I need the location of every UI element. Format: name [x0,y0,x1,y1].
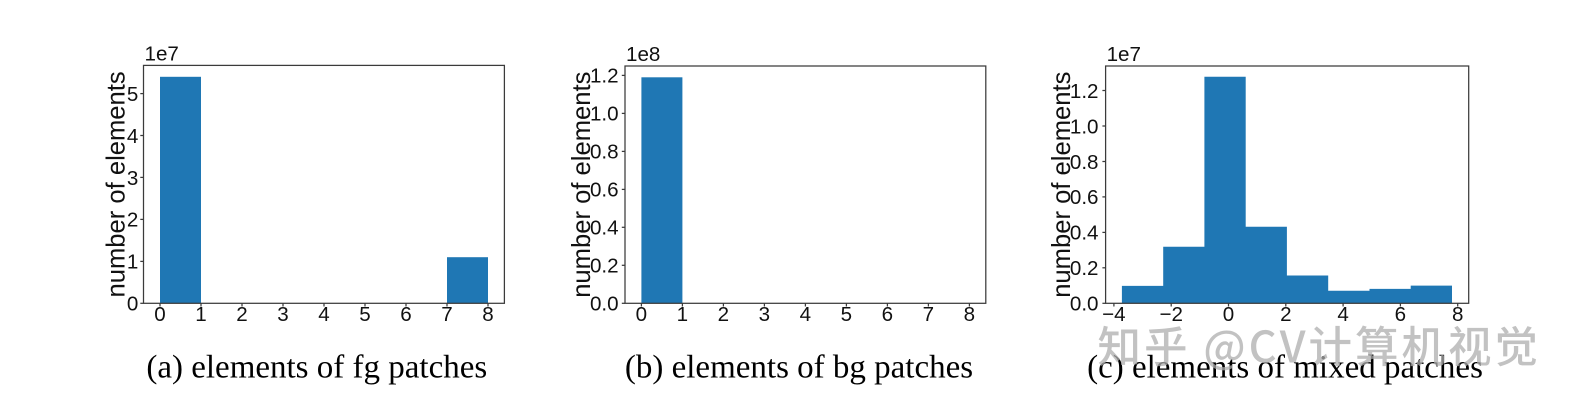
svg-text:0: 0 [636,303,647,326]
svg-text:0.4: 0.4 [590,217,619,240]
svg-text:1.0: 1.0 [1070,115,1099,138]
svg-text:0.2: 0.2 [590,255,619,278]
svg-text:0.8: 0.8 [590,141,619,164]
svg-text:0: 0 [127,293,138,316]
svg-text:−4: −4 [1102,303,1125,326]
svg-text:5: 5 [359,303,370,326]
svg-text:2: 2 [127,209,138,232]
svg-text:5: 5 [127,83,138,106]
svg-text:0: 0 [1223,303,1234,326]
svg-text:7: 7 [923,303,934,326]
svg-text:number of elements: number of elements [568,72,596,298]
svg-text:−2: −2 [1159,303,1182,326]
svg-text:2: 2 [1280,303,1291,326]
svg-text:5: 5 [841,303,852,326]
svg-text:1: 1 [195,303,206,326]
svg-text:3: 3 [759,303,770,326]
svg-text:1e7: 1e7 [1107,43,1141,66]
svg-text:4: 4 [127,125,138,148]
svg-text:(a) elements of fg patches: (a) elements of fg patches [146,350,487,386]
svg-text:0: 0 [154,303,165,326]
svg-text:1: 1 [677,303,688,326]
svg-text:(b) elements of bg patches: (b) elements of bg patches [625,350,973,386]
svg-text:3: 3 [127,167,138,190]
svg-text:0.4: 0.4 [1070,222,1099,245]
svg-text:8: 8 [1452,303,1463,326]
svg-text:0.8: 0.8 [1070,151,1099,174]
svg-text:1: 1 [127,251,138,274]
svg-text:6: 6 [882,303,893,326]
svg-text:6: 6 [1395,303,1406,326]
svg-text:4: 4 [318,303,329,326]
svg-text:number of elements: number of elements [103,71,131,297]
svg-text:7: 7 [441,303,452,326]
svg-text:0.2: 0.2 [1070,257,1099,280]
svg-text:1.2: 1.2 [590,65,619,88]
svg-text:8: 8 [482,303,493,326]
svg-text:0.6: 0.6 [590,179,619,202]
svg-text:1e7: 1e7 [145,43,179,66]
svg-text:1.0: 1.0 [590,103,619,126]
svg-text:0.0: 0.0 [590,293,619,316]
svg-text:1.2: 1.2 [1070,80,1099,103]
svg-text:1e8: 1e8 [626,43,660,66]
svg-text:2: 2 [236,303,247,326]
svg-text:4: 4 [800,303,811,326]
svg-text:8: 8 [964,303,975,326]
svg-text:4: 4 [1337,303,1348,326]
svg-text:3: 3 [277,303,288,326]
svg-text:0.6: 0.6 [1070,186,1099,209]
svg-text:6: 6 [400,303,411,326]
svg-text:number of elements: number of elements [1048,72,1076,298]
svg-text:(c) elements of mixed patches: (c) elements of mixed patches [1087,350,1483,386]
svg-text:0.0: 0.0 [1070,293,1099,316]
svg-text:2: 2 [718,303,729,326]
